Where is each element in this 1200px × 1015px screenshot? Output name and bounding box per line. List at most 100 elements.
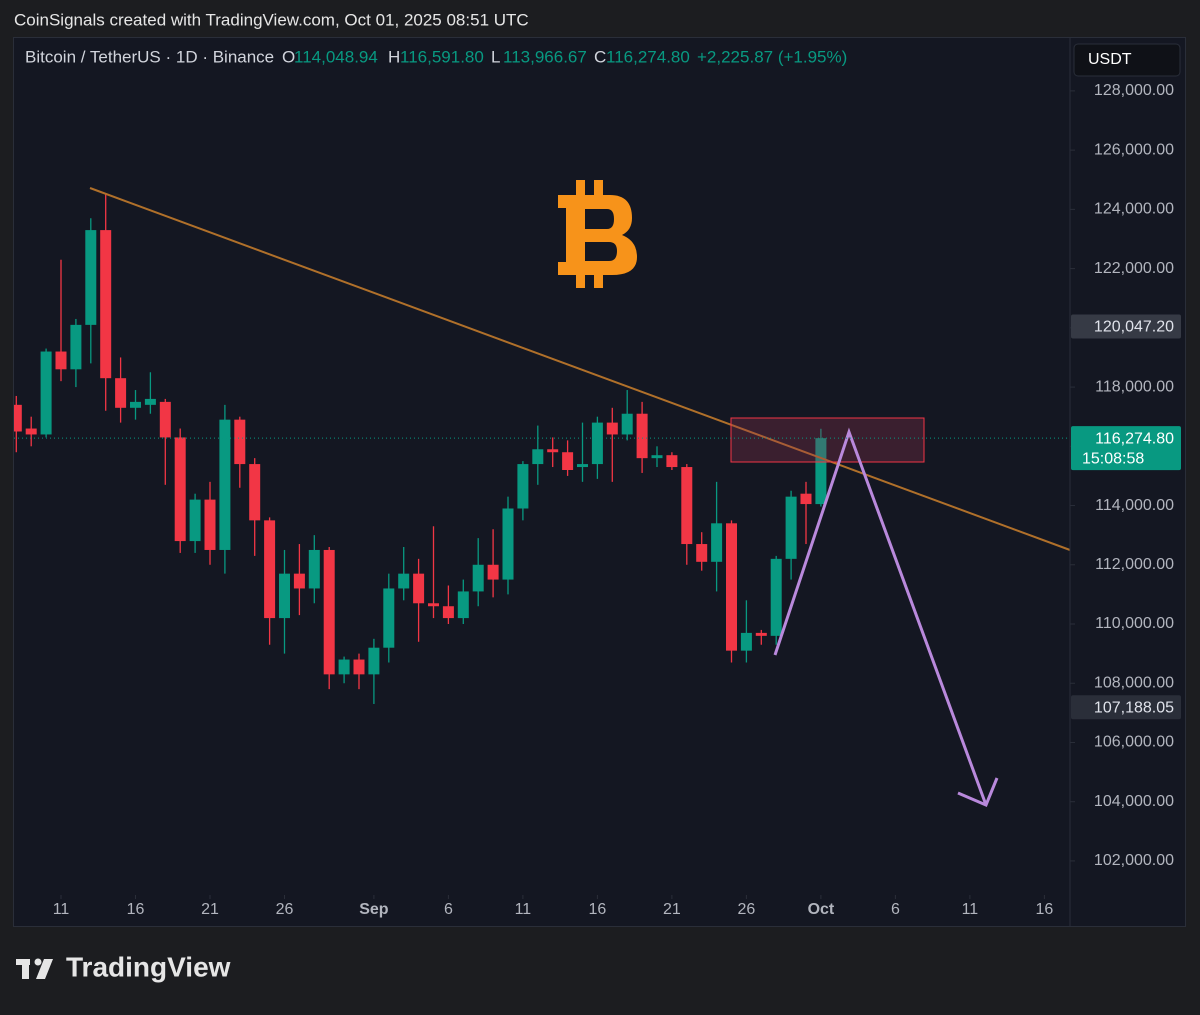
- price-marker-label: 107,188.05: [1094, 700, 1174, 717]
- ohlc-key: L: [491, 47, 500, 66]
- candle-body: [338, 659, 350, 675]
- x-tick-label: 11: [53, 901, 70, 918]
- candle-body: [413, 573, 425, 604]
- x-tick-label: 16: [589, 901, 607, 918]
- candle-body: [204, 499, 216, 550]
- candle-body: [517, 464, 529, 509]
- ohlc-value: 116,591.80: [400, 47, 484, 66]
- trend-line: [89, 187, 1071, 551]
- projection-arrow: [773, 427, 988, 806]
- candle-body: [770, 558, 782, 636]
- x-tick-label: 16: [1036, 901, 1054, 918]
- candle-body: [666, 455, 678, 468]
- y-tick-label: 104,000.00: [1094, 793, 1174, 810]
- candle-body: [755, 632, 767, 636]
- candle-body: [785, 496, 797, 559]
- candle-body: [457, 591, 469, 619]
- candle-body: [681, 467, 693, 545]
- countdown: 15:08:58: [1082, 450, 1144, 467]
- candle-body: [174, 437, 186, 542]
- x-tick-label: 11: [515, 901, 532, 918]
- candle-body: [14, 404, 22, 432]
- x-tick-label: 21: [201, 901, 219, 918]
- change-label: +2,225.87 (+1.95%): [697, 47, 847, 66]
- candle-body: [308, 549, 320, 589]
- ohlc-key: O: [282, 47, 295, 66]
- symbol-title: Bitcoin / TetherUS · 1D · Binance: [25, 47, 274, 66]
- y-tick-label: 108,000.00: [1094, 674, 1174, 691]
- y-tick-label: 122,000.00: [1094, 260, 1174, 277]
- ohlc-value: 114,048.94: [294, 47, 378, 66]
- candle-body: [562, 452, 574, 470]
- candle-body: [428, 603, 439, 607]
- candle-body: [621, 413, 633, 435]
- candle-body: [577, 464, 588, 468]
- candle-body: [55, 351, 67, 370]
- y-tick-label: 118,000.00: [1095, 378, 1174, 395]
- candle-body: [740, 632, 752, 651]
- ohlc-value: 116,274.80: [606, 47, 690, 66]
- candle-body: [100, 230, 112, 379]
- x-tick-label: 21: [663, 901, 681, 918]
- y-tick-label: 110,000.00: [1095, 615, 1174, 632]
- candle-body: [85, 230, 97, 325]
- candle-body: [487, 564, 499, 580]
- chart-panel: [13, 37, 1186, 927]
- arrow-head: [957, 777, 999, 807]
- y-tick-label: 106,000.00: [1094, 734, 1174, 751]
- candle-body: [159, 401, 171, 438]
- candle-body: [249, 464, 261, 521]
- candle-body: [115, 378, 127, 408]
- x-tick-label: Sep: [359, 901, 389, 918]
- candle-body: [25, 428, 37, 435]
- price-marker-label: 120,047.20: [1094, 319, 1174, 336]
- candle-body: [815, 438, 827, 505]
- candle-body: [368, 647, 380, 675]
- candle-body: [353, 659, 365, 675]
- candle-body: [219, 419, 231, 550]
- candle-body: [502, 508, 514, 580]
- candle-body: [130, 401, 141, 408]
- candle-body: [636, 413, 648, 459]
- price-marker-box: [1071, 695, 1181, 720]
- y-tick-label: 114,000.00: [1095, 497, 1174, 514]
- x-tick-label: 26: [276, 901, 294, 918]
- candle-body: [70, 324, 82, 370]
- x-tick-label: 6: [444, 901, 453, 918]
- caption: CoinSignals created with TradingView.com…: [14, 10, 529, 29]
- candle-body: [606, 422, 618, 435]
- candle-body: [726, 523, 737, 651]
- candle-body: [293, 573, 305, 589]
- candle-body: [234, 419, 246, 465]
- candle-body: [323, 549, 335, 675]
- candle-body: [279, 573, 290, 619]
- currency: USDT: [1088, 51, 1132, 68]
- candle-body: [696, 544, 708, 562]
- candle-body: [264, 520, 276, 619]
- y-tick-label: 102,000.00: [1094, 852, 1174, 869]
- y-tick-label: 112,000.00: [1095, 556, 1174, 573]
- candle-body: [800, 493, 812, 505]
- candle-body: [442, 606, 454, 619]
- ohlc-value: 113,966.67: [503, 47, 587, 66]
- candle-body: [711, 523, 723, 562]
- x-tick-label: Oct: [808, 901, 835, 918]
- plot-area: [14, 194, 827, 704]
- x-tick-label: 16: [127, 901, 145, 918]
- candle-body: [398, 573, 410, 589]
- x-tick-label: 11: [962, 901, 979, 918]
- y-tick-label: 126,000.00: [1094, 141, 1174, 158]
- ohlc-key: C: [594, 47, 606, 66]
- candle-body: [383, 588, 395, 648]
- x-tick-label: 6: [891, 901, 900, 918]
- y-tick-label: 128,000.00: [1094, 82, 1174, 99]
- y-tick-label: 124,000.00: [1094, 201, 1174, 218]
- resistance-zone: [730, 417, 925, 463]
- candle-body: [144, 398, 156, 405]
- candle-body: [547, 449, 559, 453]
- candle-body: [651, 455, 663, 459]
- candle-body: [189, 499, 201, 542]
- brand: TradingView: [66, 951, 231, 982]
